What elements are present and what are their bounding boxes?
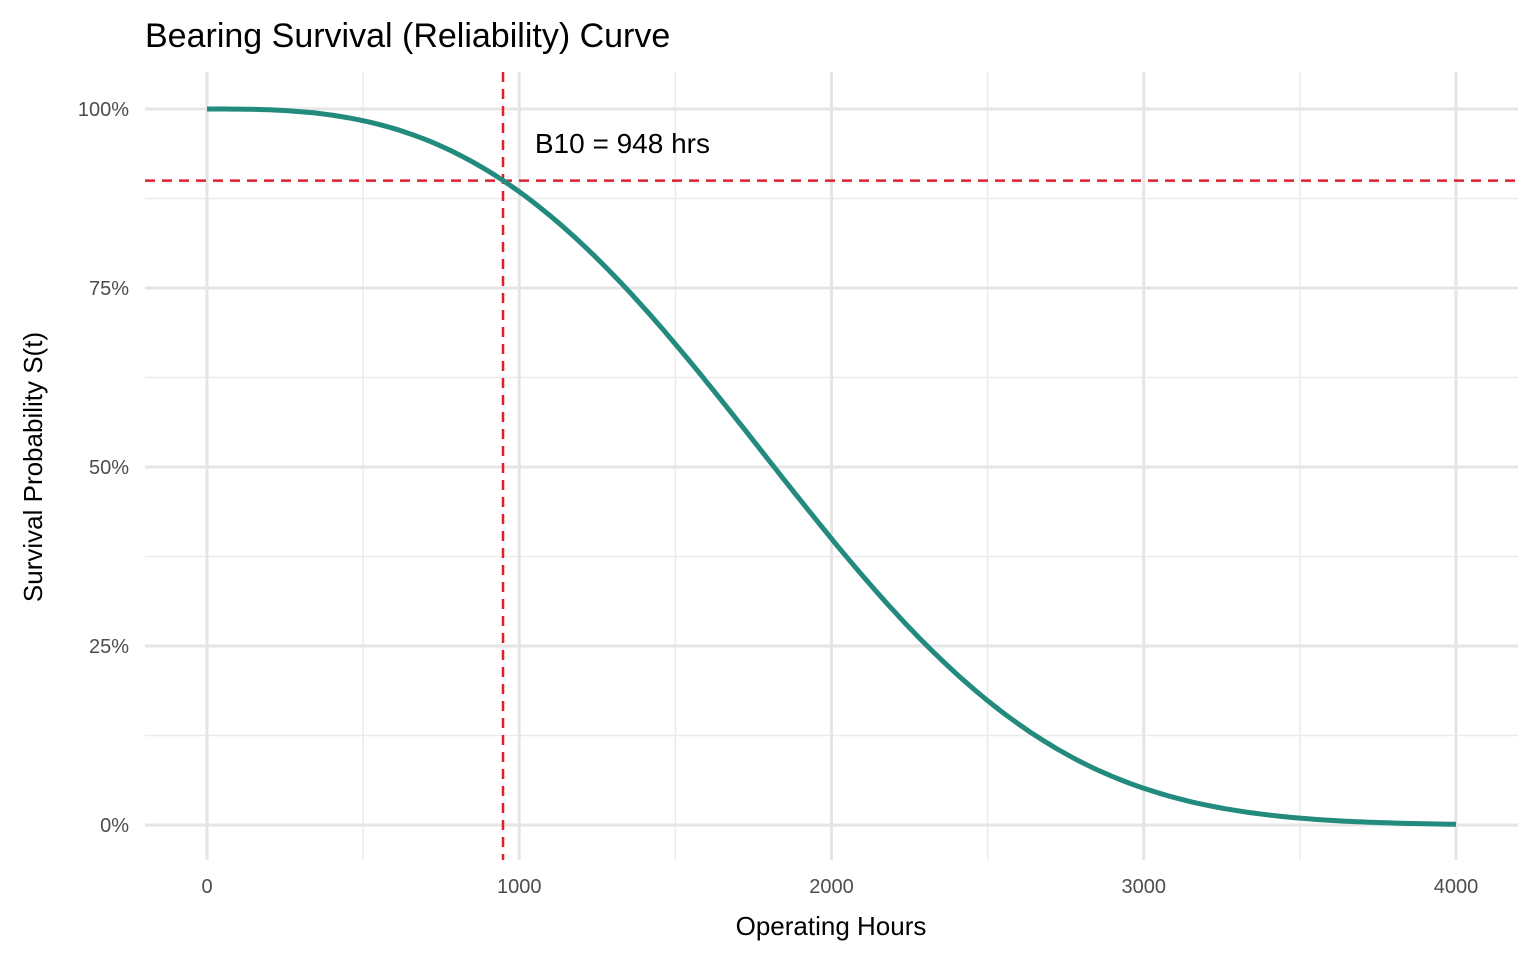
y-tick-label: 100% xyxy=(78,99,129,121)
y-tick-label: 75% xyxy=(89,278,129,300)
reference-lines xyxy=(145,72,1518,860)
survival-curve xyxy=(207,106,1456,827)
y-axis-label: Survival Probability S(t) xyxy=(18,332,48,602)
y-tick-label: 0% xyxy=(100,815,129,837)
b10-annotation: B10 = 948 hrs xyxy=(535,128,710,159)
x-axis-label: Operating Hours xyxy=(736,911,927,941)
chart-title: Bearing Survival (Reliability) Curve xyxy=(145,17,670,55)
x-tick-label: 4000 xyxy=(1434,876,1479,898)
y-tick-label: 25% xyxy=(89,636,129,658)
x-tick-labels: 0 1000 2000 3000 4000 xyxy=(201,876,1478,898)
grid xyxy=(145,72,1518,860)
x-tick-label: 3000 xyxy=(1122,876,1167,898)
x-tick-label: 0 xyxy=(201,876,212,898)
y-tick-labels: 0% 25% 50% 75% 100% xyxy=(78,99,129,837)
y-tick-label: 50% xyxy=(89,457,129,479)
x-tick-label: 1000 xyxy=(497,876,542,898)
x-tick-label: 2000 xyxy=(809,876,854,898)
